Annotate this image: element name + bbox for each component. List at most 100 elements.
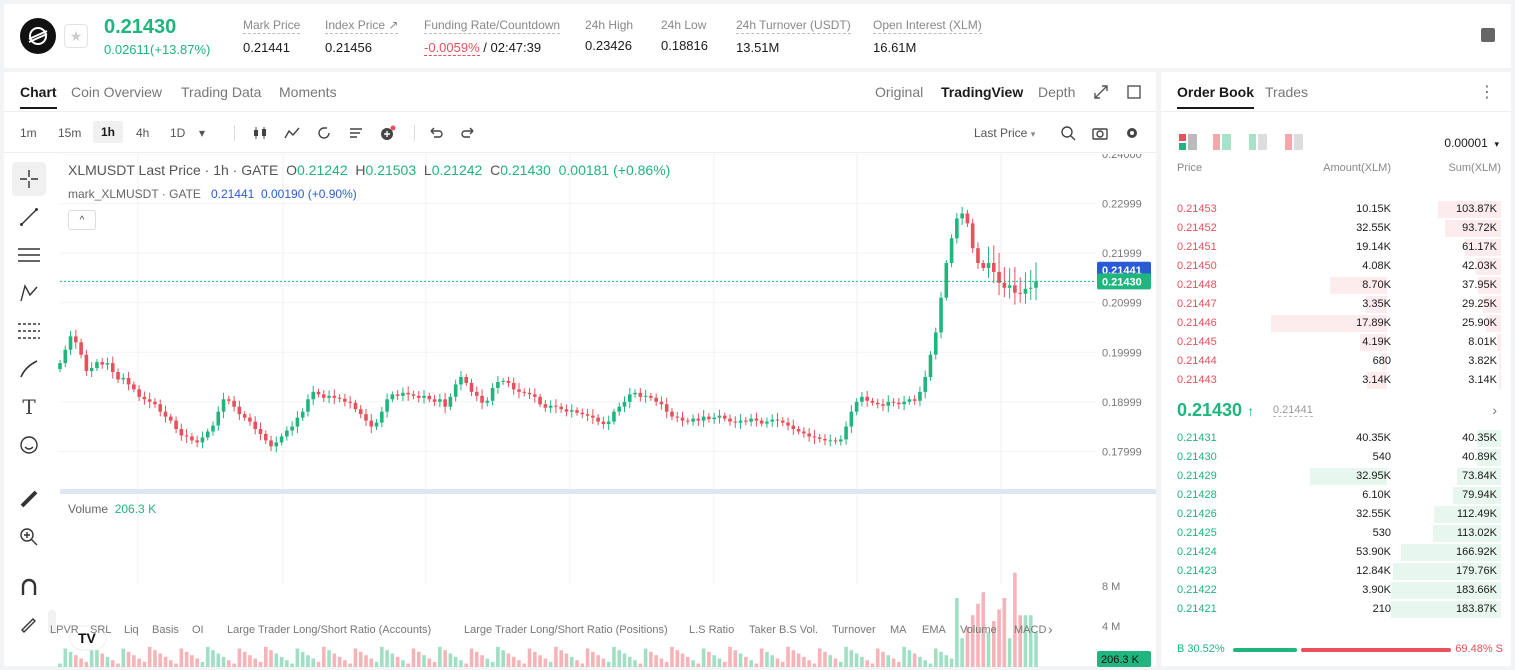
bid-row[interactable]: 0.21426 32.55K 112.49K [1161, 505, 1511, 524]
ask-row[interactable]: 0.21446 17.89K 25.90K [1161, 314, 1511, 333]
search-icon[interactable] [1060, 125, 1076, 141]
indicator-6[interactable]: Large Trader Long/Short Ratio (Positions… [464, 624, 668, 636]
indicator-12[interactable]: Volume [960, 624, 997, 636]
candle [79, 342, 83, 355]
chevron-down-icon[interactable]: ▾ [199, 126, 206, 140]
chevron-right-icon[interactable]: › [1048, 621, 1053, 637]
indicator-1[interactable]: SRL [90, 624, 112, 636]
candles-icon[interactable] [252, 125, 268, 141]
more-icon[interactable]: ⋮ [1479, 84, 1495, 101]
chevron-right-icon[interactable]: › [1492, 402, 1497, 418]
stat-label[interactable]: Open Interest (XLM) [873, 18, 982, 34]
ask-row[interactable]: 0.21443 3.14K 3.14K [1161, 371, 1511, 390]
tab-trading-data[interactable]: Trading Data [181, 84, 262, 100]
view-tradingview[interactable]: TradingView [941, 84, 1024, 100]
amount-bar [1366, 296, 1387, 313]
book-icon[interactable] [1481, 28, 1495, 42]
indicator-8[interactable]: Taker B.S Vol. [749, 624, 819, 636]
ask-row[interactable]: 0.21453 10.15K 103.87K [1161, 200, 1511, 219]
replay-icon[interactable] [316, 125, 332, 141]
text-icon[interactable]: T [22, 395, 36, 419]
timeframe-1h[interactable]: 1h [93, 121, 124, 143]
ruler-icon[interactable] [12, 482, 46, 516]
tab-moments[interactable]: Moments [279, 84, 337, 100]
tab-coin-overview[interactable]: Coin Overview [71, 84, 163, 100]
volume-bar [707, 651, 711, 667]
zoom-in-icon[interactable] [12, 520, 46, 554]
stat-label[interactable]: 24h Turnover (USDT) [736, 18, 851, 34]
bid-row[interactable]: 0.21422 3.90K 183.66K [1161, 581, 1511, 600]
tab-chart[interactable]: Chart [20, 84, 57, 109]
view-original[interactable]: Original [875, 84, 924, 100]
brush-icon[interactable] [12, 352, 46, 386]
bid-row[interactable]: 0.21429 32.95K 73.84K [1161, 467, 1511, 486]
indicator-5[interactable]: Large Trader Long/Short Ratio (Accounts) [227, 624, 432, 636]
stat-label[interactable]: Mark Price [243, 18, 301, 34]
tab-trades[interactable]: Trades [1265, 84, 1309, 100]
bid-row[interactable]: 0.21421 210 183.87K [1161, 600, 1511, 619]
bid-row[interactable]: 0.21425 530 113.02K [1161, 524, 1511, 543]
volume-bar [269, 650, 273, 667]
crosshair-icon[interactable] [12, 162, 46, 196]
legend-high-label: H [355, 162, 366, 178]
view-bids-icon[interactable] [1249, 134, 1267, 150]
redo-icon[interactable] [460, 125, 476, 141]
collapse-legend-button[interactable]: ^ [68, 210, 96, 230]
ask-row[interactable]: 0.21450 4.08K 42.03K [1161, 257, 1511, 276]
undo-icon[interactable] [428, 125, 444, 141]
ask-row[interactable]: 0.21444 680 3.82K [1161, 352, 1511, 371]
price-type-select[interactable]: Last Price ▾ [974, 126, 1035, 140]
bid-row[interactable]: 0.21424 53.90K 166.92K [1161, 543, 1511, 562]
tab-order-book[interactable]: Order Book [1177, 84, 1255, 109]
fib-icon[interactable] [12, 314, 46, 348]
bid-row[interactable]: 0.21431 40.35K 40.35K [1161, 429, 1511, 448]
expand-icon[interactable] [1094, 85, 1108, 99]
ask-row[interactable]: 0.21445 4.19K 8.01K [1161, 333, 1511, 352]
view-split-icon[interactable] [1213, 134, 1231, 150]
timeframe-1d[interactable]: 1D [170, 126, 186, 140]
indicator-13[interactable]: MACD [1014, 624, 1047, 636]
ask-row[interactable]: 0.21452 32.55K 93.72K [1161, 219, 1511, 238]
volume-bar [58, 663, 62, 667]
settings-list-icon[interactable] [348, 125, 364, 141]
trendline-icon[interactable] [12, 200, 46, 234]
view-both-icon[interactable] [1179, 134, 1197, 150]
indicator-11[interactable]: EMA [922, 624, 946, 636]
indicator-9[interactable]: Turnover [832, 624, 876, 636]
indicators-icon[interactable] [284, 125, 300, 141]
indicator-0[interactable]: LPVR [50, 624, 79, 636]
indicator-3[interactable]: Basis [152, 624, 179, 636]
horizontal-lines-icon[interactable] [12, 238, 46, 272]
candle [538, 396, 542, 405]
pattern-icon[interactable] [12, 276, 46, 310]
add-indicator-icon[interactable] [380, 125, 396, 141]
emoji-icon[interactable] [12, 428, 46, 462]
ask-row[interactable]: 0.21448 8.70K 37.95K [1161, 276, 1511, 295]
indicator-4[interactable]: OI [192, 624, 204, 636]
indicator-2[interactable]: Liq [124, 624, 139, 636]
ask-row[interactable]: 0.21451 19.14K 61.17K [1161, 238, 1511, 257]
timeframe-4h[interactable]: 4h [136, 126, 150, 140]
edit-icon[interactable] [12, 606, 46, 640]
timeframe-15m[interactable]: 15m [58, 126, 82, 140]
stat-label[interactable]: Index Price ↗ [325, 18, 399, 34]
view-asks-icon[interactable] [1285, 134, 1303, 150]
indicator-10[interactable]: MA [890, 624, 907, 636]
window-icon[interactable] [1127, 85, 1141, 99]
magnet-icon[interactable] [12, 570, 46, 604]
volume-bar [997, 609, 1001, 667]
gear-icon[interactable] [1124, 125, 1140, 141]
indicator-7[interactable]: L.S Ratio [689, 624, 735, 636]
favorite-star-icon[interactable]: ★ [64, 24, 88, 48]
price-chart[interactable]: 0.24000 0.22999 0.21999 0.20999 0.19999 0.189… [4, 154, 1156, 670]
stat-label[interactable]: Funding Rate/Countdown [424, 18, 561, 34]
bid-row[interactable]: 0.21430 540 40.89K [1161, 448, 1511, 467]
view-depth[interactable]: Depth [1038, 84, 1076, 100]
ask-row[interactable]: 0.21447 3.35K 29.25K [1161, 295, 1511, 314]
bid-row[interactable]: 0.21428 6.10K 79.94K [1161, 486, 1511, 505]
timeframe-1m[interactable]: 1m [20, 126, 37, 140]
bid-row[interactable]: 0.21423 12.84K 179.76K [1161, 562, 1511, 581]
precision-select[interactable]: 0.00001 ▾ [1444, 136, 1499, 150]
candle [701, 416, 706, 421]
camera-icon[interactable] [1092, 125, 1108, 141]
